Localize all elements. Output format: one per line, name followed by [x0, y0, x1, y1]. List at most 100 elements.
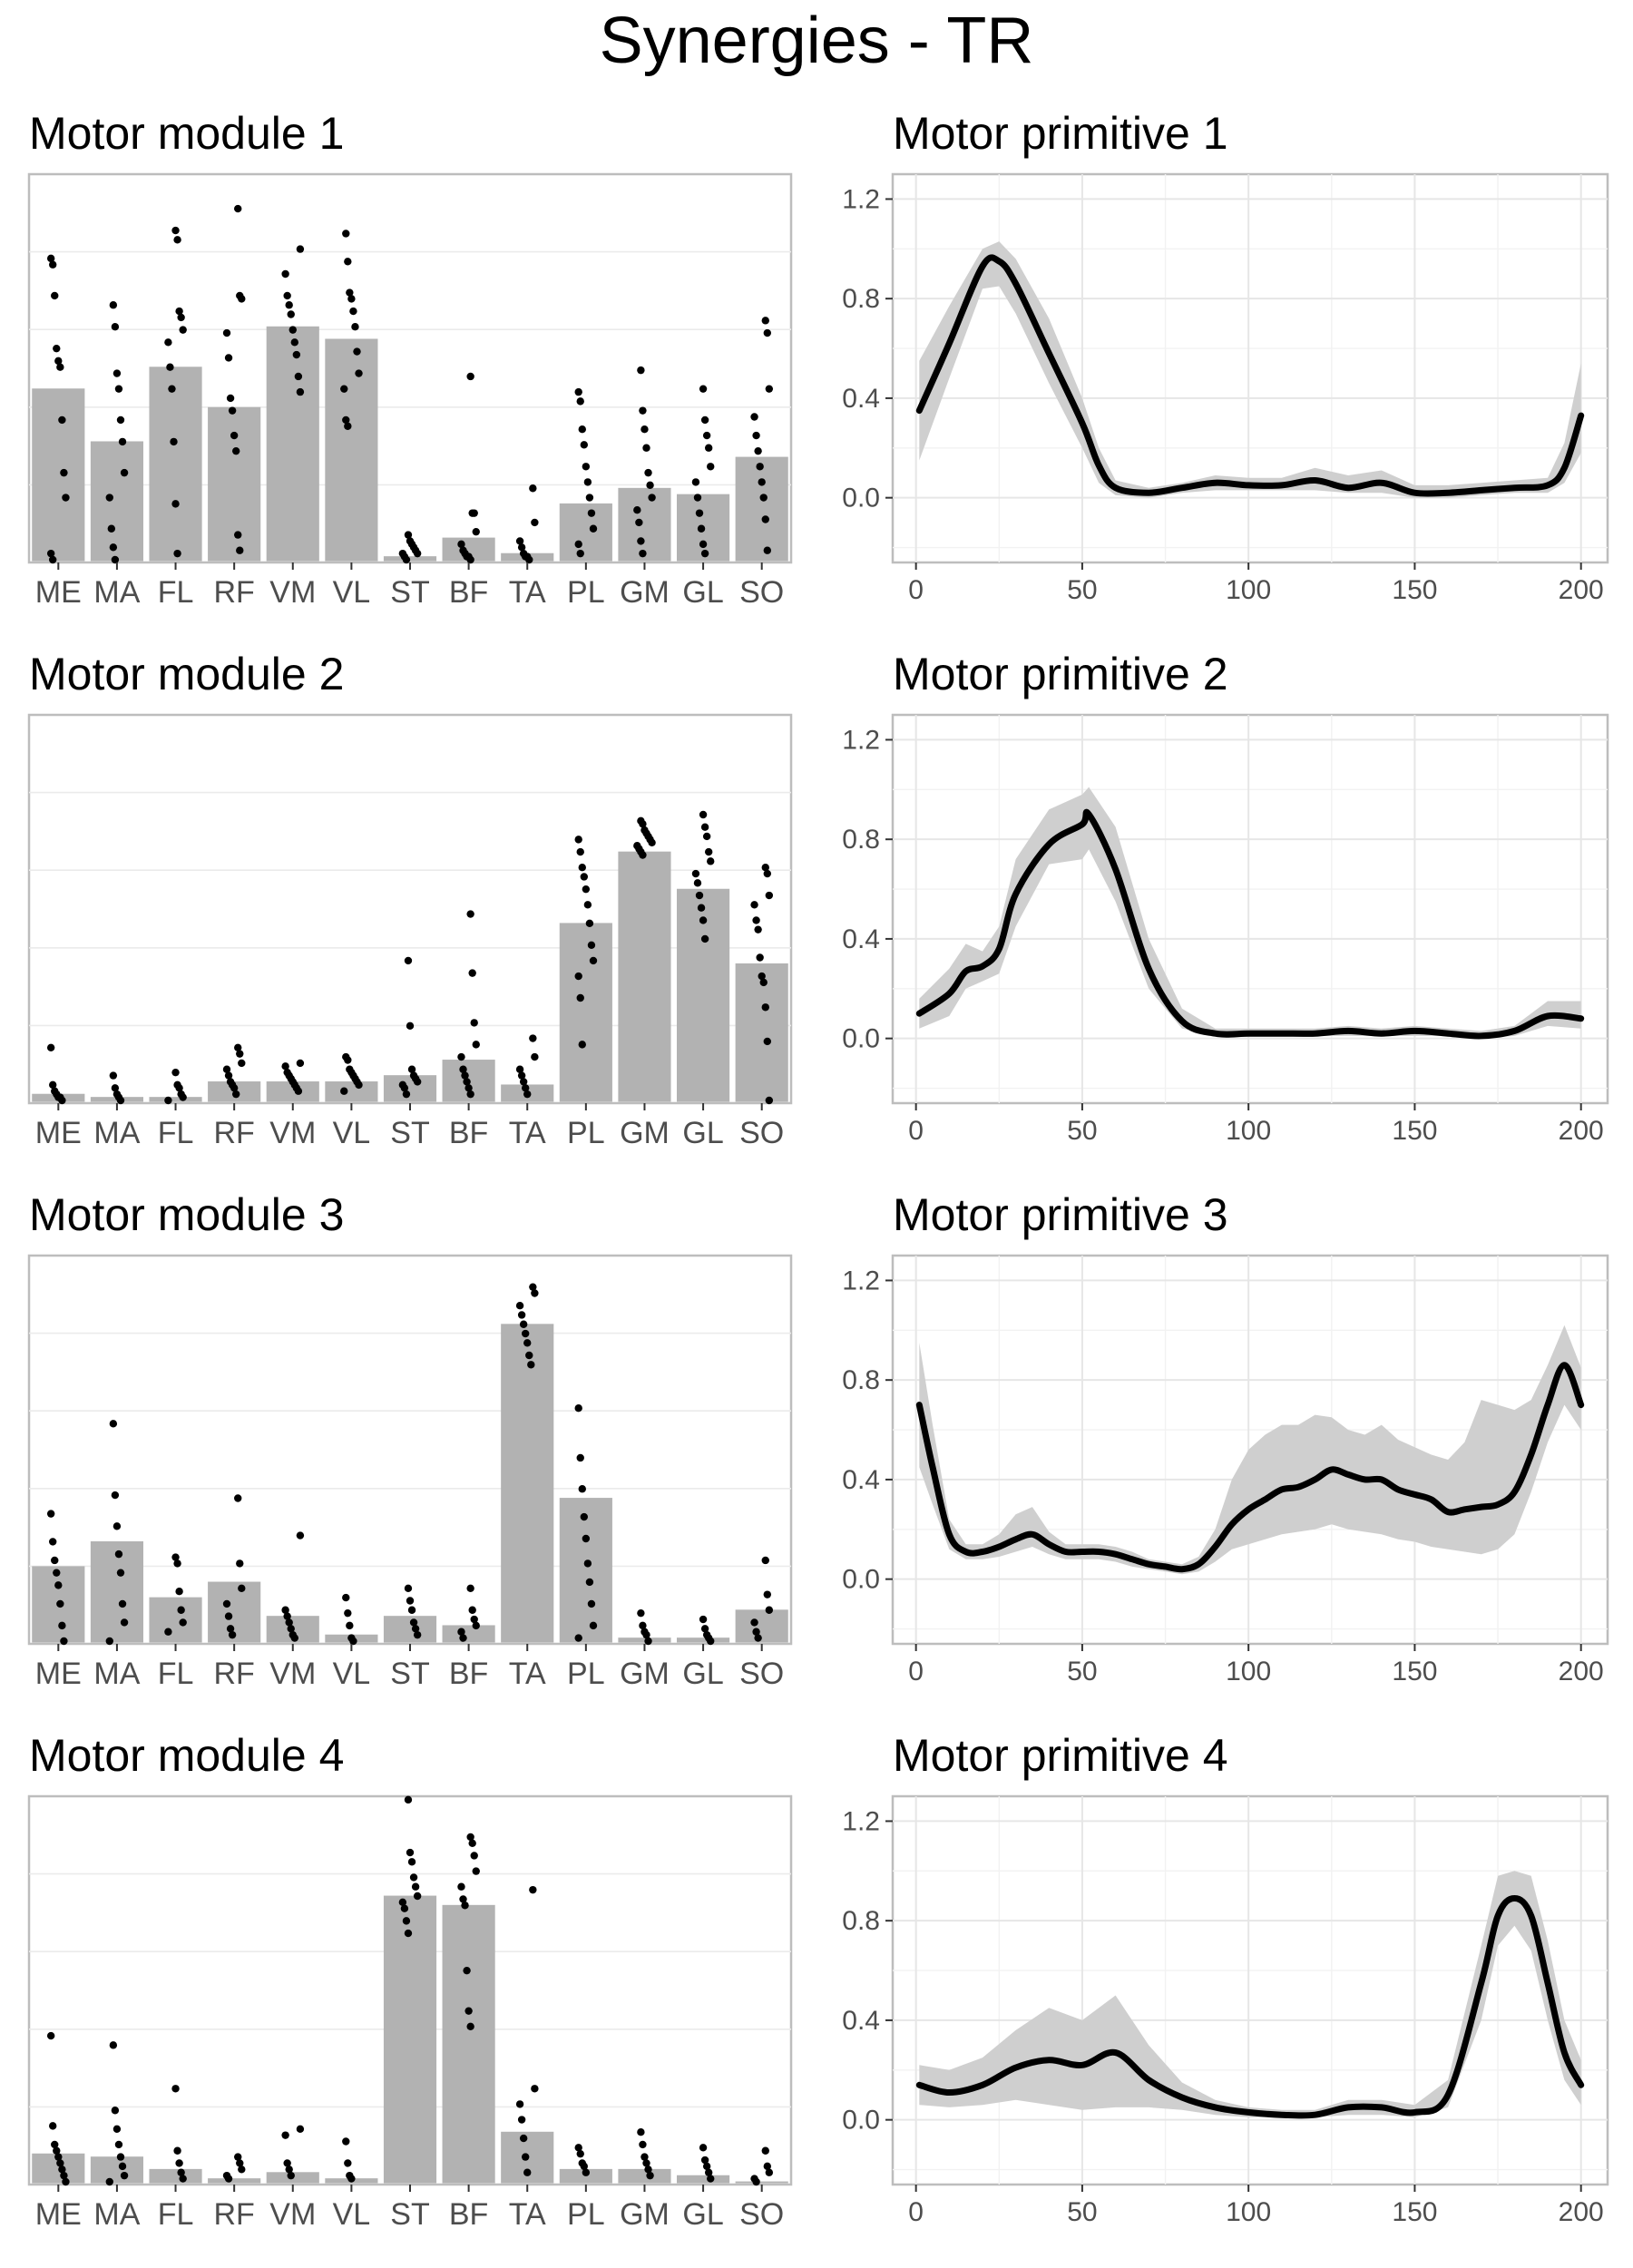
point-FL [173, 2146, 181, 2155]
x-tick-label: GM [620, 575, 670, 610]
point-GL [704, 847, 713, 856]
point-RF [234, 204, 242, 213]
point-VL [346, 288, 354, 297]
point-ST [404, 1795, 413, 1804]
point-ME [49, 1538, 57, 1546]
point-MA [111, 1084, 120, 1092]
point-RF [228, 406, 237, 415]
point-ST [402, 1917, 411, 1925]
bar-BF [442, 1904, 495, 2184]
bar-ST [383, 1616, 437, 1643]
x-tick-label: 0 [908, 1116, 924, 1146]
x-tick-label: VL [333, 575, 371, 610]
point-MA [105, 2177, 113, 2186]
point-PL [589, 956, 598, 965]
point-GM [633, 506, 641, 514]
point-TA [527, 1361, 535, 1369]
y-tick-label: 1.2 [842, 725, 880, 755]
bar-FL [149, 2168, 202, 2184]
motor-module-3-chart: ME MA FL RF VM VL ST BF TA PL GM GL SO [27, 1254, 793, 1691]
point-GL [700, 2156, 709, 2165]
x-tick-label: BF [449, 2197, 488, 2232]
point-PL [574, 1634, 582, 1642]
point-BF [472, 1041, 480, 1049]
x-tick-label: TA [509, 1116, 546, 1150]
bar-VM [266, 1081, 319, 1102]
point-ST [404, 1929, 413, 1938]
x-tick-label: RF [213, 1657, 254, 1691]
y-tick-label: 0.0 [842, 484, 880, 513]
point-PL [576, 397, 584, 406]
point-BF [466, 910, 474, 918]
point-VM [292, 350, 301, 359]
point-ME [56, 363, 64, 371]
y-tick-label: 0.8 [842, 284, 880, 314]
x-tick-label: VM [269, 575, 316, 610]
x-tick-label: GM [620, 1116, 670, 1150]
point-ME [53, 1569, 61, 1577]
point-VM [281, 269, 289, 279]
point-GM [646, 481, 654, 490]
point-MA [116, 415, 125, 425]
sd-ribbon [919, 787, 1581, 1039]
point-PL [576, 847, 584, 856]
point-ST [404, 531, 413, 539]
x-tick-label: SO [739, 1116, 784, 1150]
point-VL [344, 422, 352, 430]
point-TA [517, 1311, 526, 1319]
point-VM [283, 2159, 291, 2167]
x-tick-label: GL [682, 1116, 723, 1150]
point-FL [171, 2085, 180, 2093]
point-BF [468, 1606, 476, 1614]
point-BF [457, 1882, 465, 1891]
bar-GM [618, 2168, 671, 2184]
point-MA [109, 301, 118, 309]
point-MA [114, 1549, 123, 1559]
point-SO [750, 413, 758, 421]
plot-panel [891, 1794, 1609, 2186]
point-TA [519, 2134, 528, 2143]
point-MA [114, 2140, 123, 2149]
bar-SO [735, 1609, 788, 1643]
module-title-1: Motor module 1 [29, 108, 345, 159]
bar-MA [90, 1541, 143, 1643]
point-GL [707, 463, 715, 471]
point-VM [281, 2131, 289, 2139]
module-title-4: Motor module 4 [29, 1730, 345, 1781]
point-BF [457, 540, 465, 549]
x-tick-label: 50 [1067, 2197, 1097, 2227]
point-ME [49, 555, 57, 564]
y-tick-label: 0.4 [842, 1465, 880, 1495]
point-MA [120, 468, 129, 477]
point-SO [761, 1556, 769, 1565]
bar-RF [208, 406, 261, 562]
point-GM [644, 1637, 652, 1646]
point-MA [112, 369, 122, 377]
point-SO [759, 978, 768, 987]
point-GM [637, 2128, 645, 2136]
point-GL [699, 810, 708, 819]
point-FL [175, 1588, 183, 1596]
point-GM [639, 2140, 647, 2149]
point-RF [222, 328, 231, 337]
point-VL [344, 2159, 352, 2167]
point-PL [576, 1453, 584, 1462]
point-PL [582, 463, 591, 471]
point-GL [695, 509, 704, 517]
point-VM [296, 1059, 305, 1068]
y-tick-label: 0.0 [842, 1024, 880, 1054]
point-BF [468, 1839, 476, 1847]
point-PL [578, 1041, 586, 1049]
point-FL [171, 1068, 180, 1077]
point-VM [294, 1087, 303, 1095]
point-VM [281, 1606, 289, 1614]
point-PL [580, 441, 589, 449]
point-FL [179, 1093, 187, 1101]
point-PL [582, 885, 591, 894]
point-RF [226, 394, 235, 403]
point-PL [574, 836, 582, 844]
x-tick-label: ME [35, 1116, 82, 1150]
point-ME [58, 1096, 66, 1105]
x-tick-label: FL [158, 575, 194, 610]
point-RF [231, 1090, 240, 1099]
